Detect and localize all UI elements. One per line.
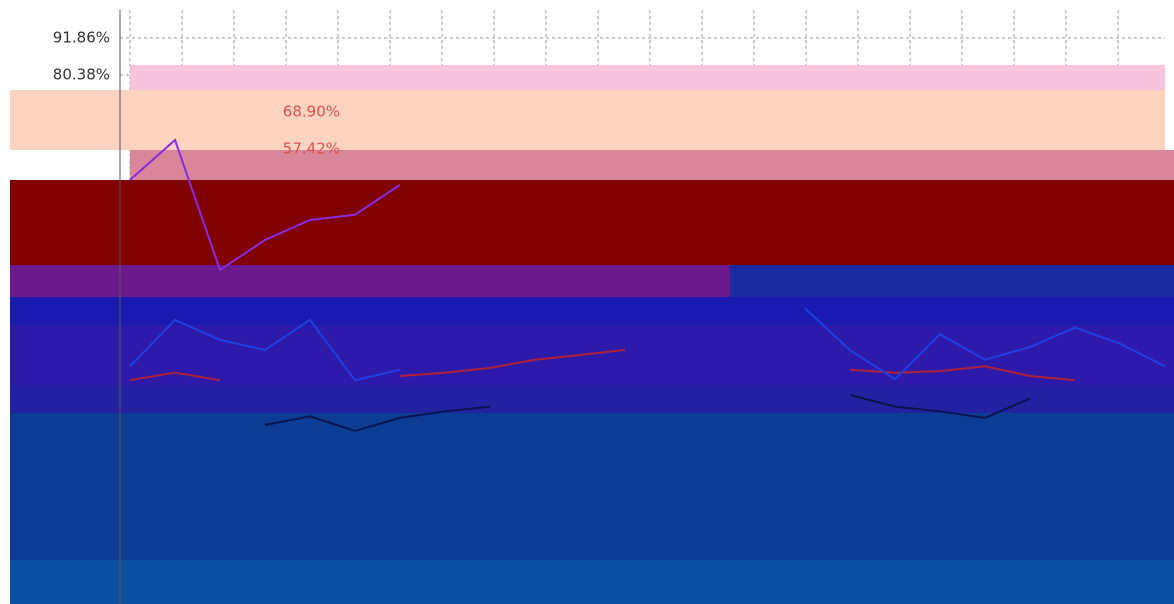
y-tick-label: 68.90% xyxy=(283,103,340,121)
glitch-block xyxy=(10,180,1174,265)
glitch-block xyxy=(10,385,1174,413)
lines xyxy=(129,40,1166,432)
series-line xyxy=(264,394,1031,432)
y-tick-label: 80.38% xyxy=(53,66,110,84)
glitch-block xyxy=(130,65,1165,90)
glitch-block xyxy=(10,265,730,297)
tick-labels: 91.86% 80.38% 68.90% 57.42% xyxy=(53,29,340,158)
glitch-block xyxy=(10,90,1165,150)
y-tick-label: 57.42% xyxy=(283,140,340,158)
y-tick-label: 91.86% xyxy=(53,29,110,47)
glitch-block xyxy=(10,560,1174,604)
glitch-block xyxy=(730,265,1174,297)
glitch-block xyxy=(130,150,1174,180)
glitch-blocks xyxy=(10,65,1174,604)
series-line xyxy=(129,348,1076,382)
glitch-block xyxy=(10,413,1174,560)
glitch-block xyxy=(10,325,1174,385)
series-line xyxy=(129,307,1166,382)
